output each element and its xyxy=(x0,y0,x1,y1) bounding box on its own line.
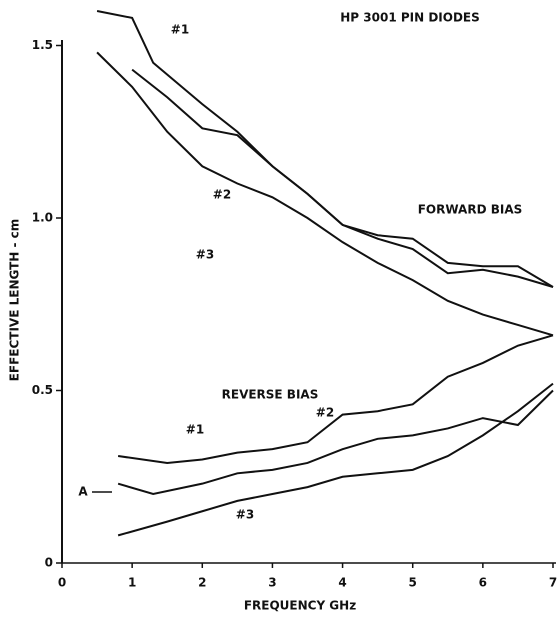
x-tick-label: 7 xyxy=(549,576,557,590)
y-tick-label: 0 xyxy=(45,556,53,570)
annotation: REVERSE BIAS xyxy=(222,388,319,402)
series-label: #2 xyxy=(213,188,231,202)
annotation: FORWARD BIAS xyxy=(418,203,523,217)
y-tick-label: 0.5 xyxy=(32,383,53,397)
y-tick-label: 1.0 xyxy=(32,211,53,225)
annotation: A xyxy=(78,485,88,499)
series-label: #3 xyxy=(196,248,214,262)
x-tick-label: 1 xyxy=(128,576,136,590)
series-line xyxy=(117,334,554,464)
series-line xyxy=(96,10,554,288)
x-tick-label: 2 xyxy=(198,576,206,590)
series-line xyxy=(131,68,554,288)
series-label: #1 xyxy=(186,423,204,437)
series-line xyxy=(117,389,554,496)
y-axis-label: EFFECTIVE LENGTH - cm xyxy=(8,219,22,382)
series-line xyxy=(96,51,554,337)
x-axis-label: FREQUENCY GHz xyxy=(244,599,356,613)
y-tick-label: 1.5 xyxy=(32,38,53,52)
series-label: #3 xyxy=(236,508,254,522)
x-tick-label: 4 xyxy=(338,576,346,590)
series-label: #2 xyxy=(316,406,334,420)
series-label: #1 xyxy=(171,23,189,37)
x-tick-label: 6 xyxy=(479,576,487,590)
chart-title: HP 3001 PIN DIODES xyxy=(340,11,480,25)
x-tick-label: 5 xyxy=(409,576,417,590)
x-tick-label: 3 xyxy=(268,576,276,590)
x-tick-label: 0 xyxy=(58,576,66,590)
series-line xyxy=(117,382,554,537)
